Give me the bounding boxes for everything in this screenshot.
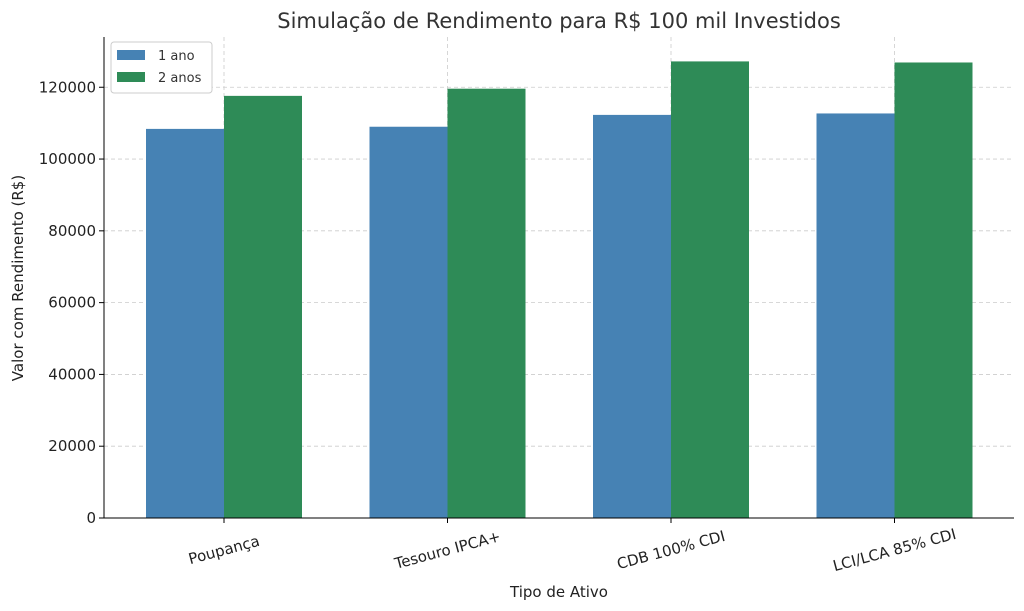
- y-axis-label: Valor com Rendimento (R$): [9, 175, 27, 381]
- legend: 1 ano 2 anos: [110, 41, 213, 94]
- bar-2-anos-3: [894, 62, 973, 519]
- x-axis-label: Tipo de Ativo: [509, 583, 608, 601]
- x-tick-label: Tesouro IPCA+: [392, 527, 503, 573]
- bar-1-ano-1: [369, 126, 448, 519]
- chart-title: Simulação de Rendimento para R$ 100 mil …: [277, 9, 841, 33]
- legend-swatch-1-ano: [117, 50, 145, 60]
- bar-2-anos-0: [224, 95, 302, 519]
- y-tick-label: 60000: [48, 294, 96, 312]
- y-tick-label: 0: [86, 509, 96, 527]
- y-tick-label: 100000: [39, 150, 96, 168]
- y-tick-label: 80000: [48, 222, 96, 240]
- y-tick-label: 20000: [48, 437, 96, 455]
- bar-2-anos-1: [447, 88, 526, 519]
- x-tick-label: LCI/LCA 85% CDI: [831, 525, 958, 575]
- y-ticks: 0 20000 40000 60000 80000 100000 120000: [39, 78, 104, 527]
- y-tick-label: 120000: [39, 78, 96, 96]
- bar-1-ano-3: [816, 113, 895, 519]
- bar-2-anos-2: [671, 61, 749, 518]
- x-ticks: Poupança Tesouro IPCA+ CDB 100% CDI LCI/LCA…: [186, 518, 958, 575]
- x-tick-label: CDB 100% CDI: [615, 527, 727, 573]
- legend-label-2-anos: 2 anos: [158, 71, 202, 86]
- bar-1-ano-0: [146, 128, 224, 519]
- bars: [146, 61, 973, 519]
- y-tick-label: 40000: [48, 365, 96, 383]
- bar-1-ano-2: [593, 114, 671, 518]
- x-tick-label: Poupança: [186, 532, 261, 568]
- legend-swatch-2-anos: [117, 72, 145, 82]
- legend-label-1-ano: 1 ano: [158, 49, 195, 64]
